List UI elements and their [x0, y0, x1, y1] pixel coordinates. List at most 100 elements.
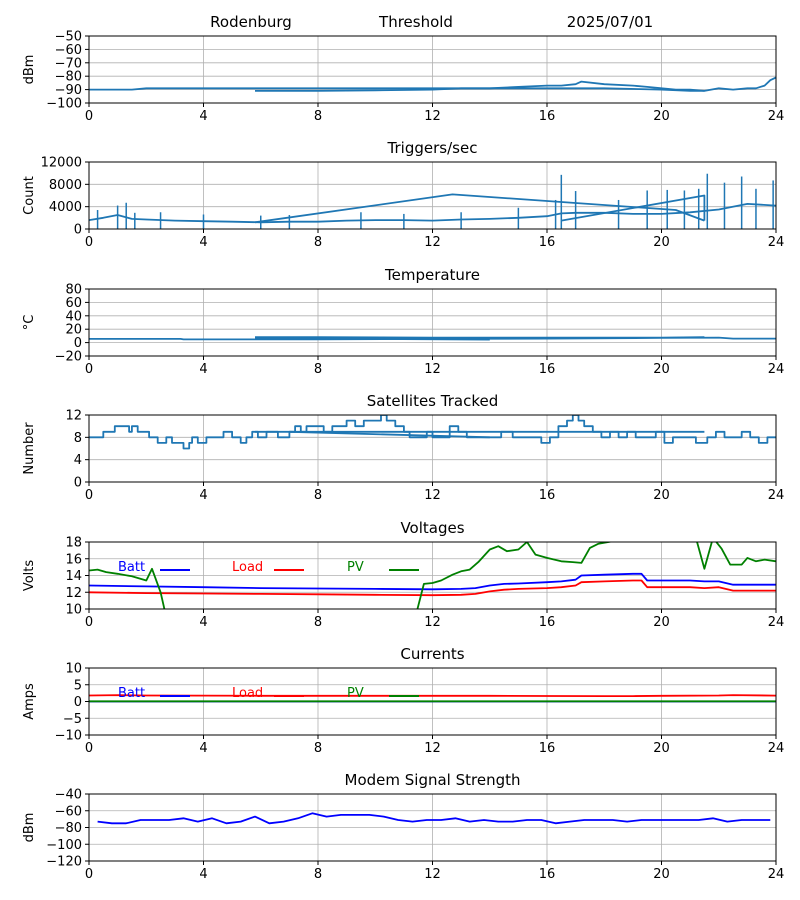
x-tick-label: 0: [85, 235, 93, 250]
x-tick-label: 24: [768, 867, 785, 882]
chart-title: Voltages: [400, 519, 464, 537]
y-axis-label: Count: [22, 176, 37, 215]
y-axis-label: °C: [22, 315, 37, 331]
series-line-pv: [416, 542, 614, 609]
x-tick-label: 0: [85, 109, 93, 124]
chart-satellites: 0 4 8 12 16 20 24 0 4 8 12 Satellites Tracked Number: [22, 392, 784, 503]
x-tick-label: 16: [539, 741, 556, 756]
y-tick-label: 5: [74, 678, 82, 693]
series-line-pv: [696, 542, 776, 570]
x-tick-label: 16: [539, 235, 556, 250]
x-tick-label: 24: [768, 109, 785, 124]
y-tick-label: 14: [65, 569, 82, 584]
x-tick-label: 4: [199, 362, 207, 377]
header-date: 2025/07/01: [567, 13, 653, 31]
legend-label: Batt: [118, 560, 145, 575]
y-tick-label: 20: [65, 323, 82, 338]
x-tick-label: 20: [653, 362, 670, 377]
x-tick-label: 12: [424, 109, 441, 124]
series-line-1: [255, 87, 705, 92]
y-tick-label: −90: [55, 83, 82, 98]
x-tick-label: 8: [314, 109, 322, 124]
x-tick-label: 20: [653, 488, 670, 503]
x-tick-label: 24: [768, 488, 785, 503]
x-tick-label: 4: [199, 488, 207, 503]
x-tick-label: 0: [85, 615, 93, 630]
x-tick-label: 4: [199, 867, 207, 882]
x-tick-label: 8: [314, 362, 322, 377]
y-tick-label: −60: [55, 804, 82, 819]
series-line-0: [97, 812, 771, 825]
x-tick-label: 4: [199, 615, 207, 630]
y-tick-label: −20: [55, 350, 82, 365]
y-tick-label: −10: [55, 729, 82, 744]
legend-label: PV: [347, 560, 364, 575]
x-tick-label: 8: [314, 615, 322, 630]
series-line-pv: [89, 567, 166, 609]
chart-title: Satellites Tracked: [367, 392, 498, 410]
y-tick-label: 10: [65, 662, 82, 677]
x-tick-label: 16: [539, 615, 556, 630]
x-tick-label: 20: [653, 741, 670, 756]
y-tick-label: −5: [63, 712, 82, 727]
x-tick-label: 8: [314, 741, 322, 756]
legend-label: Batt: [118, 686, 145, 701]
x-tick-label: 12: [424, 362, 441, 377]
x-tick-label: 0: [85, 362, 93, 377]
y-axis-label: dBm: [22, 55, 37, 85]
y-tick-label: −70: [55, 56, 82, 71]
y-tick-label: 12: [65, 409, 82, 424]
legend-label: Load: [232, 686, 263, 701]
header-mode: Threshold: [378, 13, 453, 31]
y-tick-label: 18: [65, 536, 82, 551]
x-tick-label: 0: [85, 867, 93, 882]
series-line-0: [89, 415, 776, 450]
x-tick-label: 20: [653, 235, 670, 250]
series-line-2: [254, 337, 490, 341]
y-tick-label: 60: [65, 296, 82, 311]
series-line-load: [89, 579, 776, 597]
x-tick-label: 24: [768, 235, 785, 250]
x-tick-label: 4: [199, 741, 207, 756]
x-tick-label: 0: [85, 741, 93, 756]
x-tick-label: 20: [653, 615, 670, 630]
series-line-0: [89, 76, 776, 92]
y-tick-label: −80: [55, 821, 82, 836]
y-tick-label: 4000: [49, 200, 82, 215]
y-tick-label: −100: [46, 97, 82, 112]
x-tick-label: 24: [768, 615, 785, 630]
y-tick-label: 0: [74, 695, 82, 710]
x-tick-label: 16: [539, 109, 556, 124]
x-tick-label: 16: [539, 867, 556, 882]
y-tick-label: −50: [55, 30, 82, 45]
chart-triggers: 0 4 8 12 16 20 24 0 4000 8000 12000 Triggers/sec Cou…: [22, 139, 784, 250]
y-tick-label: 4: [74, 453, 82, 468]
y-tick-label: 80: [65, 283, 82, 298]
y-tick-label: 0: [74, 336, 82, 351]
series-line-2: [561, 194, 706, 222]
series-group: [97, 812, 771, 825]
series-line-batt: [89, 572, 776, 591]
series-group: [89, 173, 776, 229]
x-tick-label: 0: [85, 488, 93, 503]
y-axis-label: dBm: [22, 813, 37, 843]
x-tick-label: 12: [424, 488, 441, 503]
y-tick-label: 10: [65, 603, 82, 618]
x-tick-label: 8: [314, 867, 322, 882]
series-line-load: [89, 694, 776, 697]
y-tick-label: −40: [55, 788, 82, 803]
x-tick-label: 8: [314, 235, 322, 250]
y-tick-label: 16: [65, 552, 82, 567]
x-tick-label: 20: [653, 109, 670, 124]
chart-modem: 0 4 8 12 16 20 24 −120 −100 −80 −60−40 Modem Signal…: [22, 771, 784, 882]
x-tick-label: 12: [424, 235, 441, 250]
y-tick-label: 0: [74, 476, 82, 491]
series-group: [89, 542, 776, 609]
x-tick-label: 12: [424, 615, 441, 630]
